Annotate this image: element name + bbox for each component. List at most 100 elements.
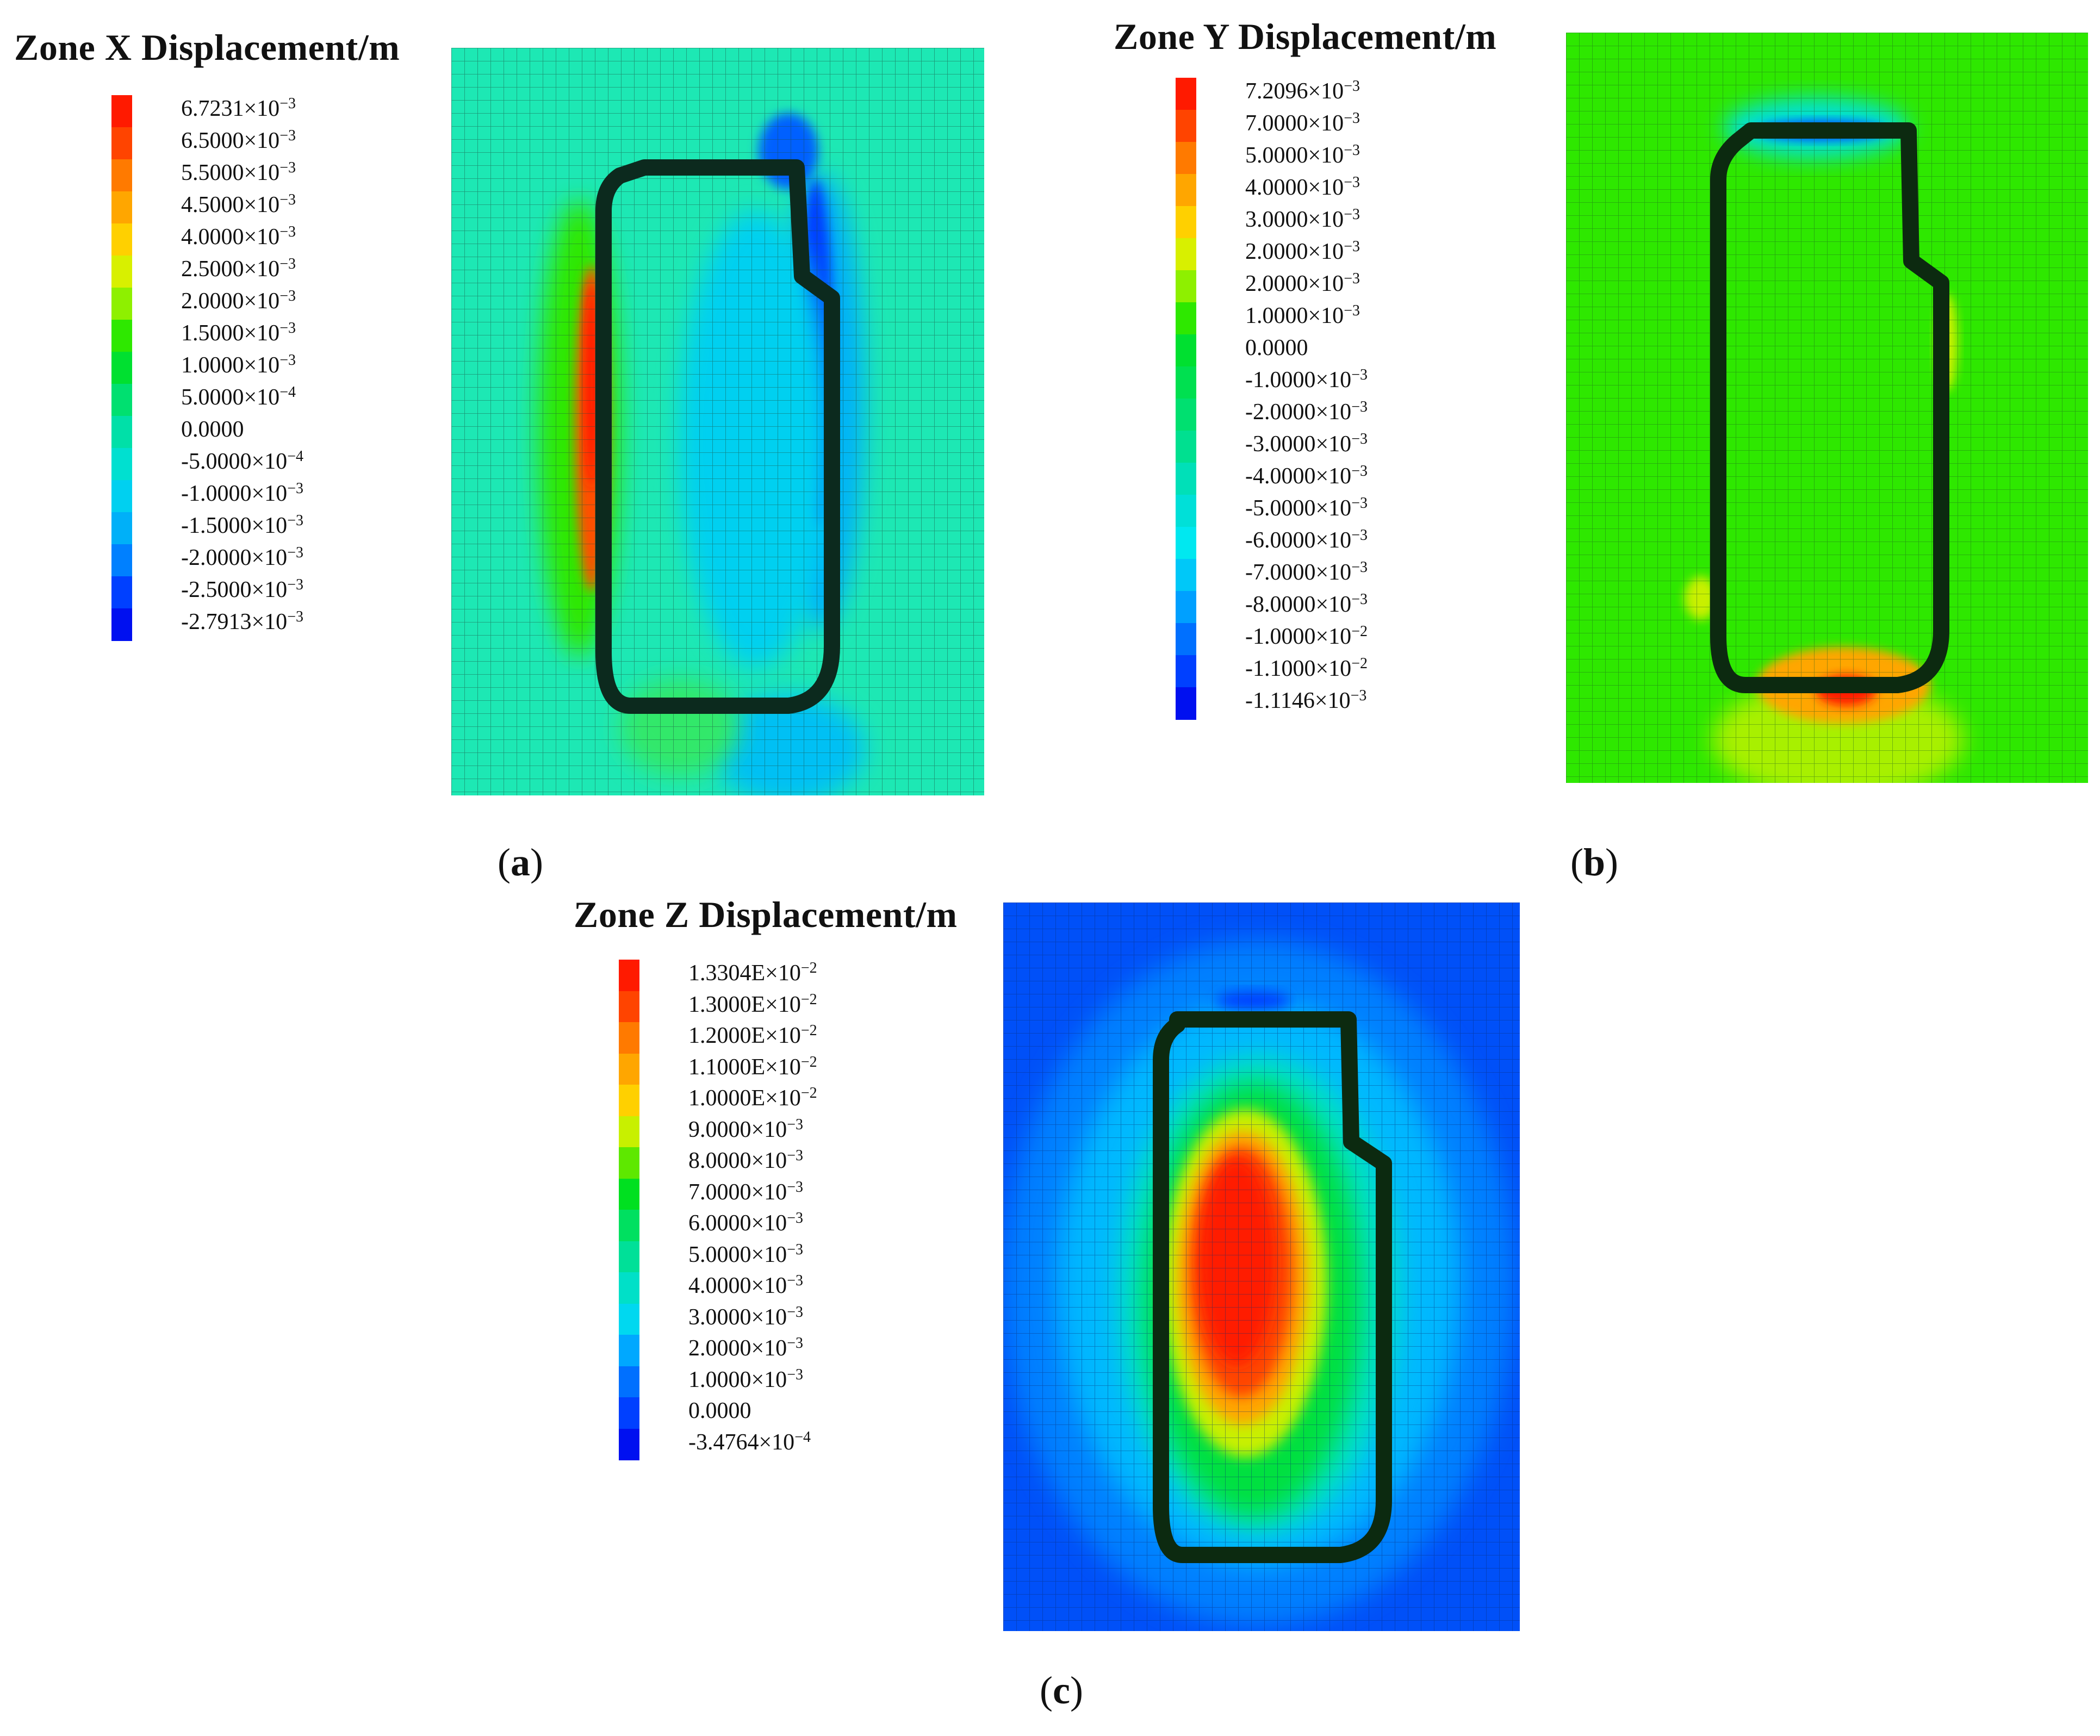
legend-swatch bbox=[111, 95, 132, 128]
legend-swatch bbox=[111, 320, 132, 352]
legend-swatch bbox=[619, 1303, 639, 1335]
legend-swatch bbox=[619, 1053, 639, 1085]
legend-swatch bbox=[619, 960, 639, 991]
legend-swatch bbox=[111, 480, 132, 513]
legend-swatch bbox=[1176, 142, 1196, 175]
legend-label: 4.5000×10−3 bbox=[181, 191, 296, 217]
legend-label: -1.1000×10−2 bbox=[1245, 655, 1368, 681]
legend-label: 9.0000×10−3 bbox=[688, 1116, 803, 1142]
legend-label: 7.2096×10−3 bbox=[1245, 78, 1360, 104]
tunnel-outline bbox=[595, 159, 840, 714]
legend-swatch bbox=[1176, 623, 1196, 656]
legend-swatch bbox=[619, 1210, 639, 1241]
legend-swatch bbox=[111, 384, 132, 416]
legend-swatch bbox=[1176, 687, 1196, 720]
legend-label: 0.0000 bbox=[181, 417, 244, 442]
legend-label: -1.0000×10−3 bbox=[1245, 366, 1368, 393]
legend-label: 2.0000×10−3 bbox=[688, 1335, 803, 1361]
legend-swatch bbox=[111, 416, 132, 449]
legend-label: 2.5000×10−3 bbox=[181, 256, 296, 282]
legend-swatch bbox=[111, 256, 132, 288]
legend-swatch bbox=[1176, 591, 1196, 624]
legend-title-b: Zone Y Displacement/m bbox=[1114, 16, 1497, 57]
legend-swatch bbox=[1176, 527, 1196, 559]
contour-plot-y bbox=[1566, 33, 2088, 783]
legend-label: 0.0000 bbox=[1245, 335, 1308, 360]
legend-label: 0.0000 bbox=[688, 1398, 751, 1423]
legend-swatch bbox=[619, 1397, 639, 1429]
legend-swatch bbox=[1176, 495, 1196, 527]
legend-label: 3.0000×10−3 bbox=[1245, 206, 1360, 232]
legend-label: 1.2000E×10−2 bbox=[688, 1022, 817, 1048]
legend-swatch bbox=[111, 576, 132, 609]
legend-title-a: Zone X Displacement/m bbox=[14, 27, 400, 68]
legend-label: 6.7231×10−3 bbox=[181, 95, 296, 121]
contour-plot-z bbox=[1003, 903, 1520, 1631]
legend-label: 1.3000E×10−2 bbox=[688, 991, 817, 1017]
legend-label: -5.0000×10−3 bbox=[1245, 495, 1368, 521]
legend-label: -2.7913×10−3 bbox=[181, 608, 303, 634]
legend-title-c: Zone Z Displacement/m bbox=[574, 894, 958, 935]
legend-label: 3.0000×10−3 bbox=[688, 1303, 803, 1330]
legend-swatch bbox=[1176, 174, 1196, 207]
legend-swatch bbox=[619, 991, 639, 1023]
legend-label: 5.0000×10−4 bbox=[181, 384, 296, 410]
caption-b: (b) bbox=[1570, 841, 1619, 884]
tunnel-outline bbox=[1153, 1011, 1392, 1563]
legend-swatch bbox=[619, 1085, 639, 1116]
legend-label: -3.4764×10−4 bbox=[688, 1428, 811, 1455]
legend-swatch bbox=[1176, 366, 1196, 399]
legend-swatch bbox=[619, 1147, 639, 1179]
contour-plot-x bbox=[451, 48, 984, 795]
legend-swatch bbox=[111, 512, 132, 545]
legend-swatch bbox=[1176, 302, 1196, 335]
legend-label: 1.3304E×10−2 bbox=[688, 960, 817, 986]
legend-label: -8.0000×10−3 bbox=[1245, 591, 1368, 617]
legend-swatch bbox=[1176, 463, 1196, 495]
legend-swatch bbox=[1176, 270, 1196, 303]
legend-swatch bbox=[111, 448, 132, 481]
legend-swatch bbox=[111, 223, 132, 256]
legend-swatch bbox=[619, 1272, 639, 1304]
legend-label: -2.0000×10−3 bbox=[181, 544, 303, 570]
legend-label: 5.0000×10−3 bbox=[688, 1241, 803, 1267]
legend-swatch bbox=[619, 1022, 639, 1054]
legend-swatch bbox=[1176, 431, 1196, 463]
legend-label: -6.0000×10−3 bbox=[1245, 527, 1368, 553]
legend-swatch bbox=[1176, 78, 1196, 110]
legend-label: -4.0000×10−3 bbox=[1245, 463, 1368, 489]
legend-label: 7.0000×10−3 bbox=[688, 1178, 803, 1205]
legend-label: -1.5000×10−3 bbox=[181, 512, 303, 538]
legend-swatch bbox=[111, 352, 132, 384]
legend-label: 1.0000×10−3 bbox=[1245, 302, 1360, 328]
legend-label: 2.0000×10−3 bbox=[1245, 238, 1360, 264]
legend-swatch bbox=[111, 191, 132, 224]
legend-label: -1.1146×10−3 bbox=[1245, 687, 1367, 713]
legend-swatch bbox=[1176, 559, 1196, 592]
legend-label: 6.5000×10−3 bbox=[181, 127, 296, 153]
legend-label: 1.0000×10−3 bbox=[181, 352, 296, 378]
caption-a: (a) bbox=[498, 841, 543, 884]
legend-label: 5.0000×10−3 bbox=[1245, 142, 1360, 168]
legend-label: 4.0000×10−3 bbox=[1245, 174, 1360, 200]
legend-swatch bbox=[619, 1116, 639, 1148]
legend-swatch bbox=[619, 1335, 639, 1366]
legend-swatch bbox=[1176, 399, 1196, 431]
legend-label: 1.1000E×10−2 bbox=[688, 1053, 817, 1080]
legend-label: 1.5000×10−3 bbox=[181, 320, 296, 346]
caption-c: (c) bbox=[1040, 1669, 1083, 1712]
legend-swatch bbox=[1176, 334, 1196, 367]
legend-label: 4.0000×10−3 bbox=[181, 223, 296, 250]
tunnel-outline bbox=[1710, 122, 1949, 693]
legend-swatch bbox=[1176, 238, 1196, 271]
legend-label: -2.5000×10−3 bbox=[181, 576, 303, 602]
legend-label: -3.0000×10−3 bbox=[1245, 431, 1368, 457]
legend-label: -2.0000×10−3 bbox=[1245, 399, 1368, 425]
legend-label: -7.0000×10−3 bbox=[1245, 559, 1368, 585]
legend-label: -1.0000×10−2 bbox=[1245, 623, 1368, 649]
legend-label: 1.0000E×10−2 bbox=[688, 1085, 817, 1111]
legend-swatch bbox=[111, 608, 132, 641]
legend-swatch bbox=[619, 1428, 639, 1460]
legend-swatch bbox=[619, 1241, 639, 1273]
legend-swatch bbox=[619, 1366, 639, 1398]
